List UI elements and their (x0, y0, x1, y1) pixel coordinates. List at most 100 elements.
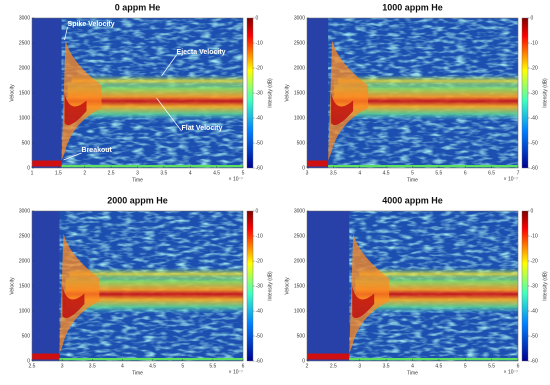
x-tick-label: 3.5 (160, 170, 167, 176)
plot-title: 1000 appm He (382, 2, 443, 12)
y-tick-label: 3000 (294, 15, 305, 21)
colorbar-label: Intensity (dB) (542, 78, 548, 108)
y-axis-label: Velocity (284, 84, 290, 102)
x-tick-label: 3.5 (330, 170, 337, 176)
x-tick-label: 3 (358, 363, 361, 369)
colorbar-tick-label: -30 (256, 90, 263, 96)
colorbar-tick-label: -30 (256, 283, 263, 289)
spike (349, 233, 390, 354)
x-tick-label: 6.5 (488, 170, 495, 176)
breakout (307, 353, 350, 360)
x-tick-label: 1 (31, 170, 34, 176)
x-tick-label: 5.5 (435, 170, 442, 176)
colorbar-tick-label: -40 (256, 308, 263, 314)
x-tick-label: 5.5 (209, 363, 216, 369)
y-tick-label: 1500 (19, 90, 30, 96)
y-tick-label: 0 (27, 358, 30, 364)
x-exponent: × 10⁻⁷ (229, 176, 244, 182)
y-tick-label: 2500 (19, 233, 30, 239)
x-tick-label: 5.5 (488, 363, 495, 369)
ejecta-band (71, 75, 243, 87)
spike-core (352, 286, 375, 319)
x-tick-label: 5 (464, 363, 467, 369)
colorbar-tick-label: -40 (531, 308, 538, 314)
baseline (61, 165, 243, 168)
x-tick-label: 7 (517, 170, 520, 176)
y-tick-label: 1000 (19, 115, 30, 121)
colorbar-tick-label: -20 (531, 65, 538, 71)
y-tick-label: 0 (302, 358, 305, 364)
x-tick-label: 4 (358, 170, 361, 176)
colorbar-label: Intensity (dB) (267, 78, 273, 108)
x-tick-label: 6 (242, 363, 245, 369)
colorbar-tick-label: 0 (531, 15, 534, 21)
colorbar-tick-label: -60 (256, 358, 263, 364)
x-axis-label: Time (132, 370, 143, 376)
x-tick-label: 6 (517, 363, 520, 369)
baseline (349, 358, 518, 361)
x-tick-label: 4.5 (213, 170, 220, 176)
annotation-arrow (161, 54, 177, 77)
annotation-arrow (64, 26, 68, 41)
x-tick-label: 4.5 (149, 363, 156, 369)
x-tick-label: 3.5 (383, 363, 390, 369)
y-tick-label: 500 (22, 333, 31, 339)
x-tick-label: 2.5 (108, 170, 115, 176)
plot-title: 0 appm He (115, 2, 161, 12)
colorbar-tick-label: -20 (256, 65, 263, 71)
plot-title: 2000 appm He (107, 195, 168, 205)
plot-title: 4000 appm He (382, 195, 443, 205)
y-tick-label: 1500 (294, 283, 305, 289)
annotation: Ejecta Velocity (177, 49, 226, 56)
plot (306, 210, 519, 362)
baseline (328, 165, 518, 168)
spectrogram (32, 18, 243, 168)
spike-core (64, 93, 87, 126)
x-tick-label: 3 (136, 170, 139, 176)
breakout (32, 160, 62, 167)
ejecta-band (359, 268, 518, 280)
x-tick-label: 4.5 (383, 170, 390, 176)
colorbar-tick-label: -50 (531, 140, 538, 146)
annotation: Flat Velocity (182, 125, 223, 132)
x-tick-label: 4 (189, 170, 192, 176)
y-tick-label: 1000 (294, 115, 305, 121)
plot (31, 17, 244, 169)
colorbar-tick-label: -10 (531, 40, 538, 46)
colorbar-label: Intensity (dB) (267, 271, 273, 301)
colorbar-tick-label: -60 (531, 165, 538, 171)
pre-signal (307, 18, 329, 168)
colorbar-tick-label: -30 (531, 90, 538, 96)
colorbar-tick-label: 0 (256, 15, 259, 21)
annotation-arrow (63, 152, 82, 161)
colorbar-tick-label: -40 (256, 115, 263, 121)
colorbar-tick-label: -50 (531, 333, 538, 339)
y-axis-label: Velocity (9, 277, 15, 295)
spike-core (331, 93, 354, 126)
y-tick-label: 1000 (294, 308, 305, 314)
y-tick-label: 2000 (19, 258, 30, 264)
y-tick-label: 2000 (294, 65, 305, 71)
spectrogram (307, 18, 518, 168)
y-tick-label: 1500 (19, 283, 30, 289)
x-axis-label: Time (132, 177, 143, 183)
y-tick-label: 0 (302, 165, 305, 171)
x-tick-label: 1.5 (55, 170, 62, 176)
spike (59, 233, 100, 354)
y-tick-label: 500 (22, 140, 31, 146)
colorbar-tick-label: -50 (256, 333, 263, 339)
x-tick-label: 5 (242, 170, 245, 176)
y-tick-label: 0 (27, 165, 30, 171)
x-tick-label: 3 (61, 363, 64, 369)
x-tick-label: 4 (121, 363, 124, 369)
y-tick-label: 3000 (19, 208, 30, 214)
x-tick-label: 2 (306, 363, 309, 369)
x-exponent: × 10⁻⁷ (504, 176, 519, 182)
breakout (32, 353, 60, 360)
y-tick-label: 1500 (294, 90, 305, 96)
spike (328, 40, 369, 161)
y-axis-label: Velocity (9, 84, 15, 102)
x-axis-label: Time (407, 370, 418, 376)
spike (61, 40, 102, 161)
